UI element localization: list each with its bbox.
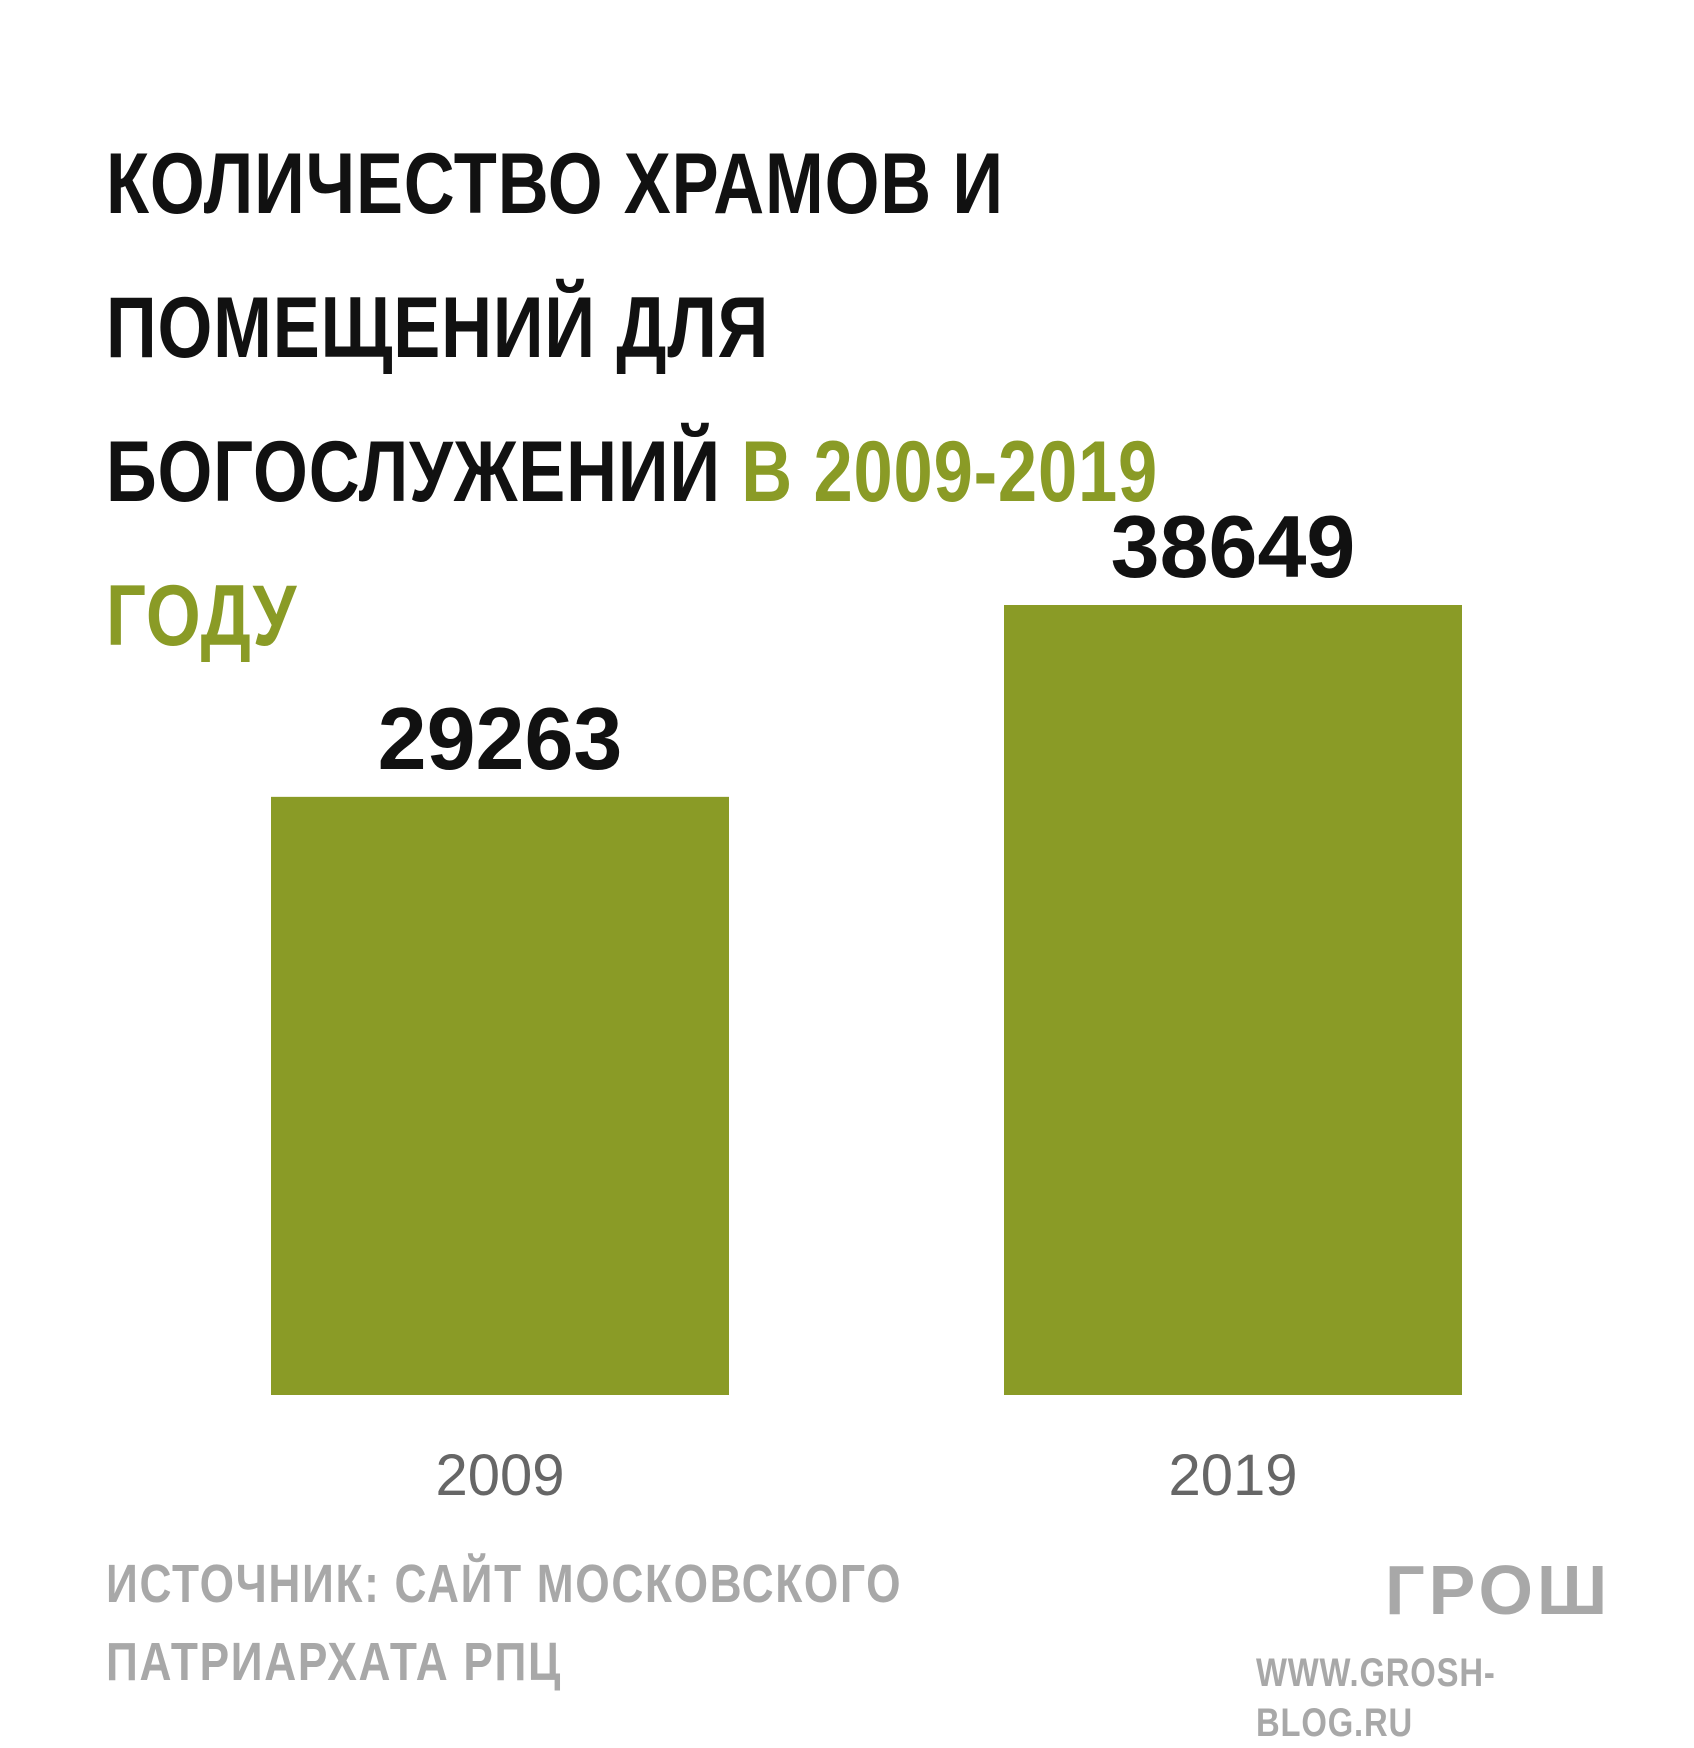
source-line-2: ПАТРИАРХАТА РПЦ [106, 1632, 562, 1692]
brand-logo: ГРОШ [1385, 1551, 1612, 1629]
source-line-1: ИСТОЧНИК: САЙТ МОСКОВСКОГО [106, 1554, 903, 1614]
site-url: WWW.GROSH-BLOG.RU [1256, 1651, 1496, 1745]
bar-2019 [1004, 605, 1462, 1395]
x-tick-2019: 2019 [1168, 1443, 1297, 1508]
x-tick-2009: 2009 [435, 1443, 564, 1508]
chart-title-main: КОЛИЧЕСТВО ХРАМОВ И ПОМЕЩЕНИЙ ДЛЯ БОГОСЛ… [106, 136, 1004, 520]
source-note: ИСТОЧНИК: САЙТ МОСКОВСКОГО ПАТРИАРХАТА Р… [106, 1545, 902, 1701]
bar-chart: 29263 2009 38649 2019 [271, 497, 1462, 1508]
data-label-2009: 29263 [378, 689, 623, 788]
chart-title-accent: В 2009-2019 ГОДУ [106, 424, 1159, 664]
chart-title: КОЛИЧЕСТВО ХРАМОВ И ПОМЕЩЕНИЙ ДЛЯ БОГОСЛ… [106, 112, 1320, 688]
bar-2009 [271, 796, 729, 1395]
data-label-2019: 38649 [1111, 497, 1356, 596]
